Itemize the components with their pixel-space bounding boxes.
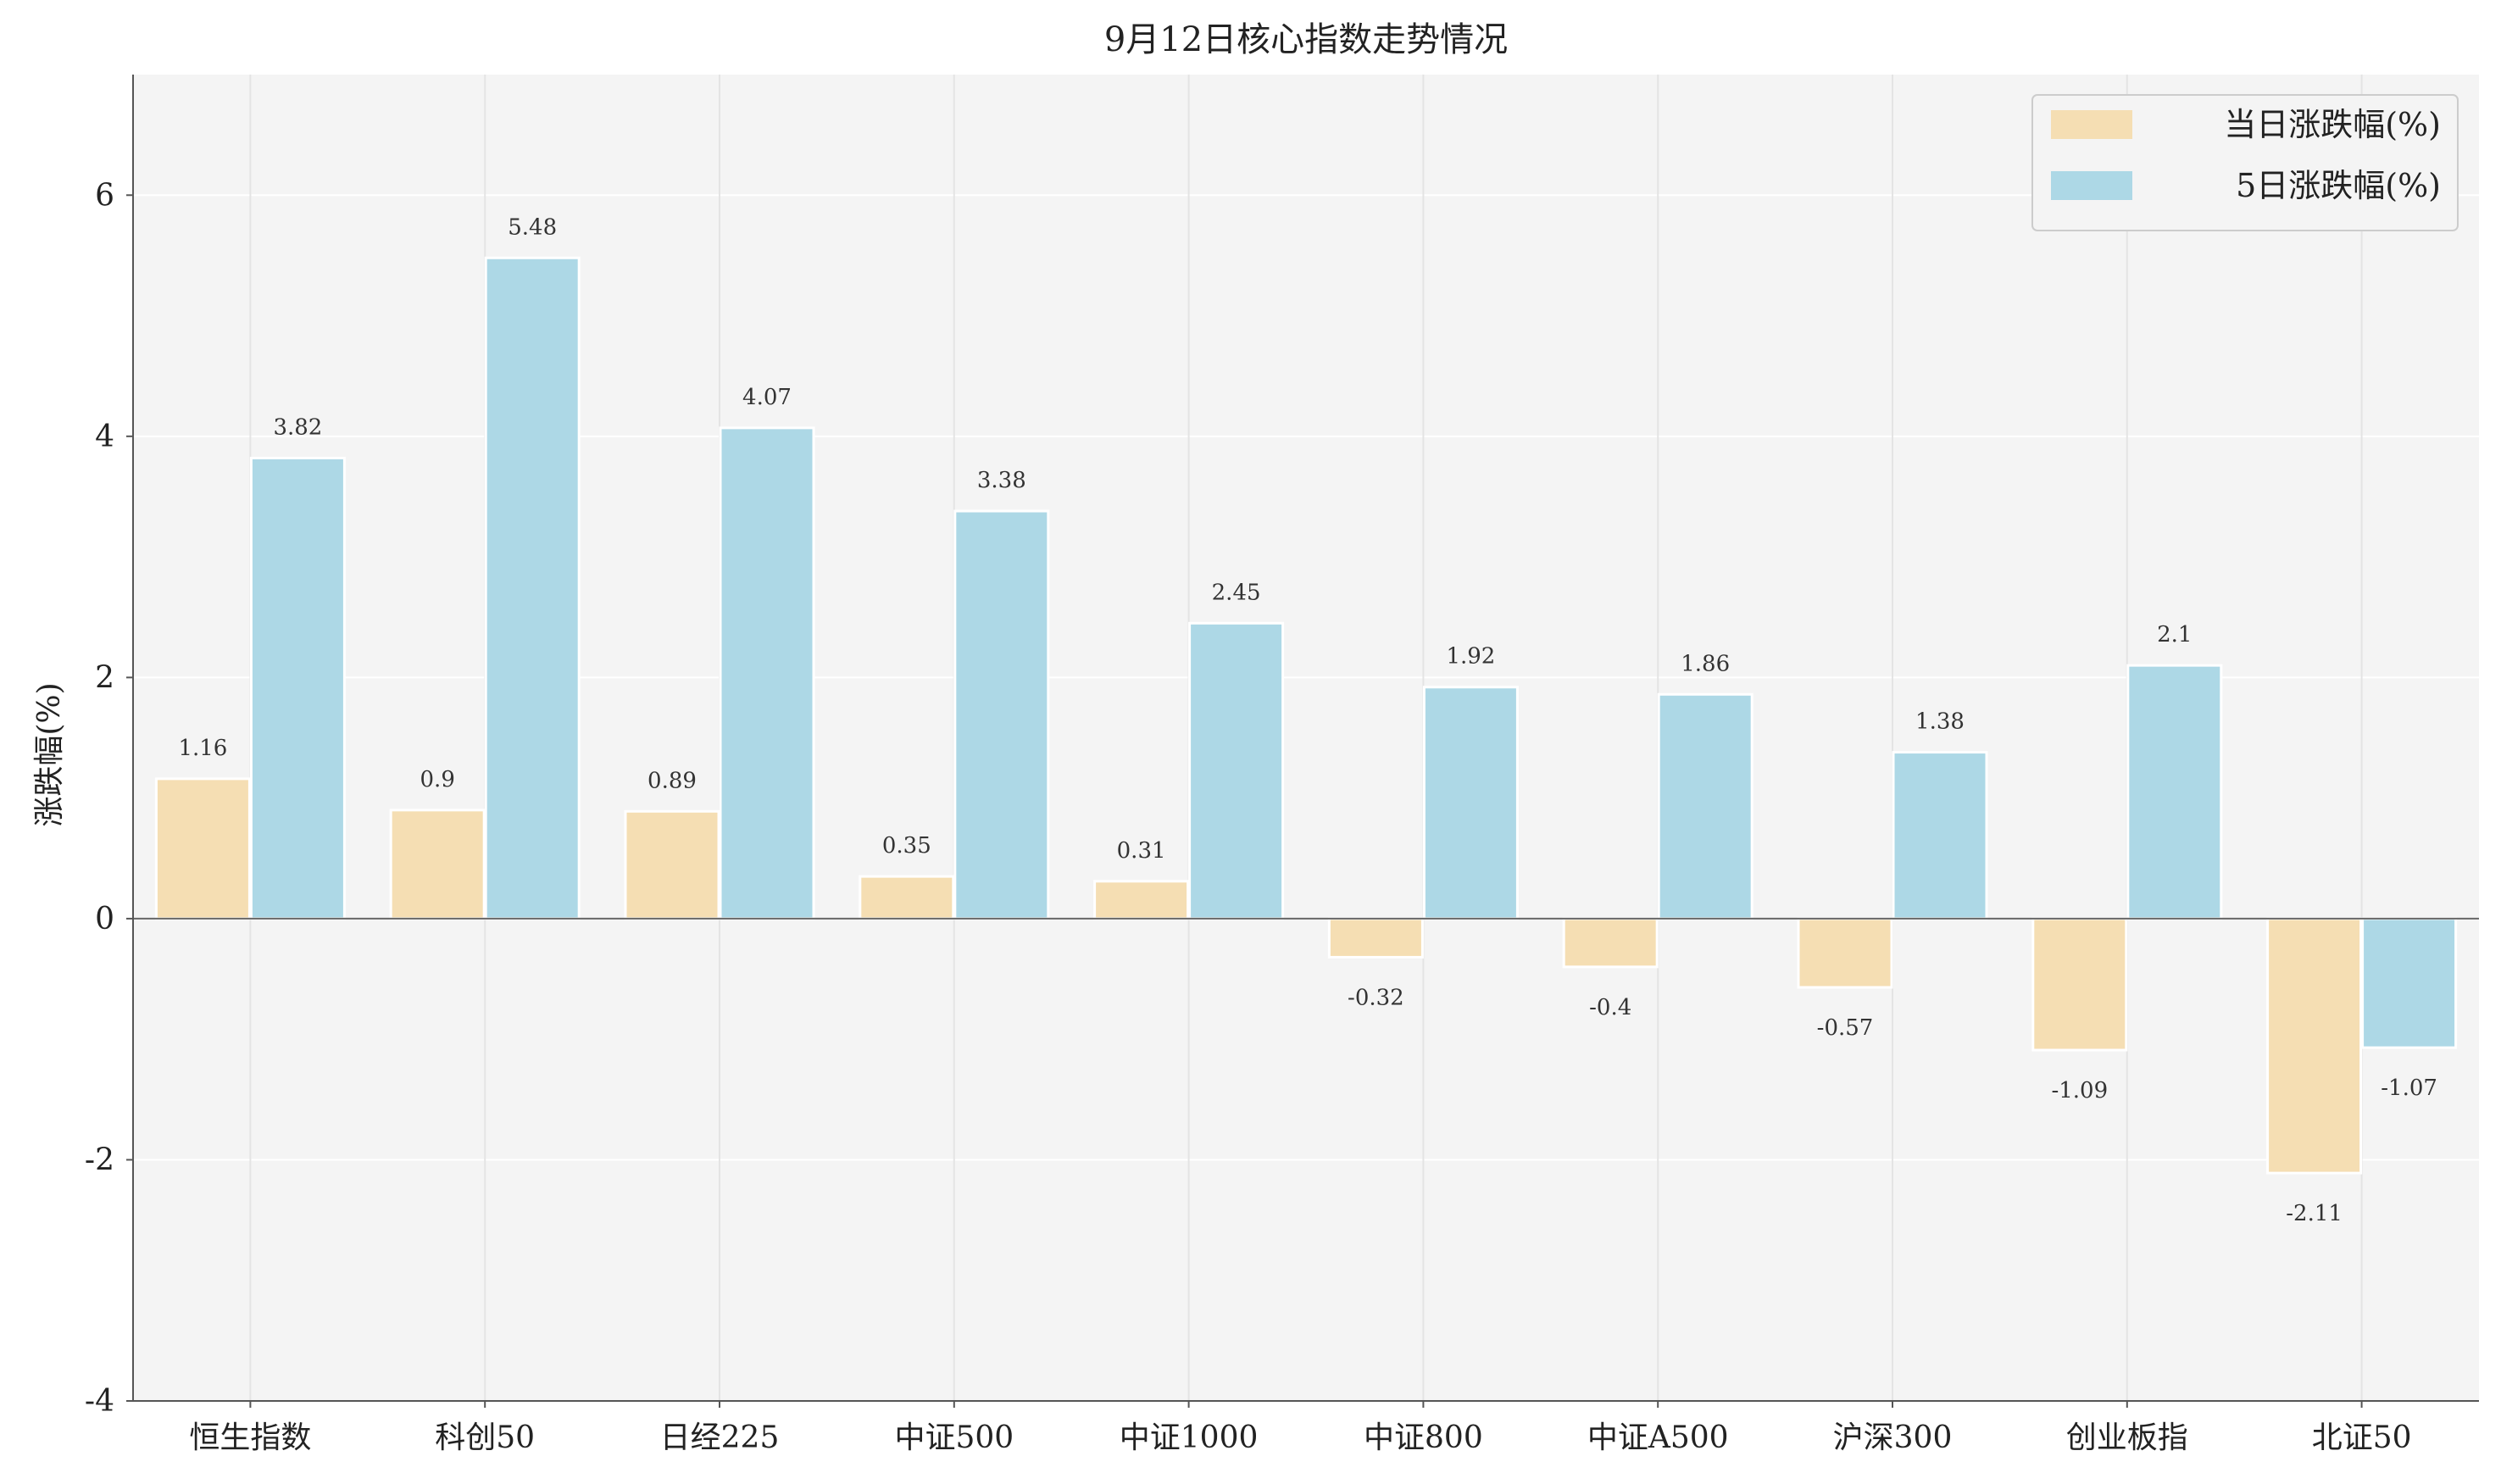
y-tick-label: 2 bbox=[95, 660, 114, 695]
legend-swatch-5day bbox=[2051, 171, 2132, 200]
data-label: -0.32 bbox=[1348, 985, 1404, 1010]
legend-box bbox=[2031, 94, 2459, 231]
y-axis-label: 涨跌幅(%) bbox=[32, 682, 67, 826]
data-label: 5.48 bbox=[508, 214, 557, 240]
data-label: 1.92 bbox=[1446, 644, 1495, 670]
data-label: 0.9 bbox=[420, 767, 455, 792]
y-tick-label: -4 bbox=[85, 1384, 114, 1419]
data-labels: 1.16 0.9 0.89 0.35 0.31 -0.32 -0.4 -0.57 -1.09 -2… bbox=[178, 214, 2437, 1226]
bar bbox=[624, 809, 720, 920]
data-label: 2.45 bbox=[1212, 580, 1261, 605]
legend: 当日涨跌幅(%) 5日涨跌幅(%) bbox=[2031, 94, 2459, 231]
bar bbox=[1562, 917, 1659, 969]
data-label: 1.16 bbox=[178, 736, 227, 761]
bar bbox=[2266, 917, 2363, 1175]
data-label: -1.07 bbox=[2381, 1075, 2437, 1101]
y-tick-label: -2 bbox=[85, 1142, 114, 1177]
y-tick-label: 4 bbox=[95, 420, 114, 454]
bar bbox=[389, 809, 486, 920]
data-label: 1.86 bbox=[1681, 651, 1730, 676]
bar bbox=[2126, 664, 2223, 920]
x-tick-label: 中证1000 bbox=[1120, 1420, 1259, 1455]
data-label: 3.38 bbox=[977, 468, 1026, 493]
bar bbox=[953, 509, 1050, 920]
x-tick-label: 中证500 bbox=[894, 1420, 1014, 1455]
axes bbox=[132, 75, 2479, 1402]
bar bbox=[484, 256, 581, 920]
bar bbox=[719, 426, 815, 920]
bar bbox=[1422, 686, 1519, 920]
data-label: 2.1 bbox=[2157, 622, 2192, 648]
bar bbox=[1657, 692, 1753, 920]
x-tick-label: 中证A500 bbox=[1587, 1420, 1729, 1455]
bar bbox=[1093, 880, 1190, 920]
data-label: -0.4 bbox=[1589, 995, 1631, 1020]
x-tick-label: 中证800 bbox=[1364, 1420, 1483, 1455]
bar bbox=[1327, 917, 1424, 959]
data-label: 0.89 bbox=[647, 768, 697, 793]
data-label: 0.35 bbox=[882, 833, 931, 859]
y-tick-labels: -4 -2 0 2 4 6 bbox=[85, 178, 133, 1419]
bar bbox=[2361, 917, 2458, 1049]
data-label: -2.11 bbox=[2286, 1201, 2343, 1226]
chart-title: 9月12日核心指数走势情况 bbox=[1104, 20, 1508, 59]
data-label: 4.07 bbox=[742, 385, 792, 410]
data-label: 1.38 bbox=[1915, 709, 1965, 735]
x-tick-label: 日经225 bbox=[660, 1420, 780, 1455]
x-tick-label: 恒生指数 bbox=[189, 1420, 311, 1455]
x-tick-labels: 恒生指数 科创50 日经225 中证500 中证1000 中证800 中证A500 沪深300… bbox=[189, 1401, 2412, 1455]
bar bbox=[1188, 621, 1285, 920]
x-tick-label: 沪深300 bbox=[1833, 1420, 1953, 1455]
bar bbox=[1892, 751, 1988, 920]
bar bbox=[2031, 917, 2128, 1052]
legend-label-5day: 5日涨跌幅(%) bbox=[2236, 167, 2441, 204]
legend-swatch-daily bbox=[2051, 110, 2132, 139]
bar bbox=[249, 456, 346, 920]
bars bbox=[154, 256, 2458, 1175]
legend-label-daily: 当日涨跌幅(%) bbox=[2224, 106, 2441, 143]
x-tick-label: 科创50 bbox=[435, 1420, 535, 1455]
data-label: -0.57 bbox=[1817, 1015, 1874, 1041]
y-tick-label: 6 bbox=[95, 178, 114, 213]
x-tick-label: 北证50 bbox=[2312, 1420, 2412, 1455]
x-tick-label: 创业板指 bbox=[2066, 1420, 2188, 1455]
bar bbox=[859, 875, 955, 920]
y-tick-label: 0 bbox=[95, 902, 114, 937]
data-label: 0.31 bbox=[1117, 838, 1166, 864]
bar bbox=[1797, 917, 1893, 989]
data-label: 3.82 bbox=[273, 414, 322, 440]
data-label: -1.09 bbox=[2051, 1078, 2108, 1103]
bar bbox=[154, 777, 251, 920]
